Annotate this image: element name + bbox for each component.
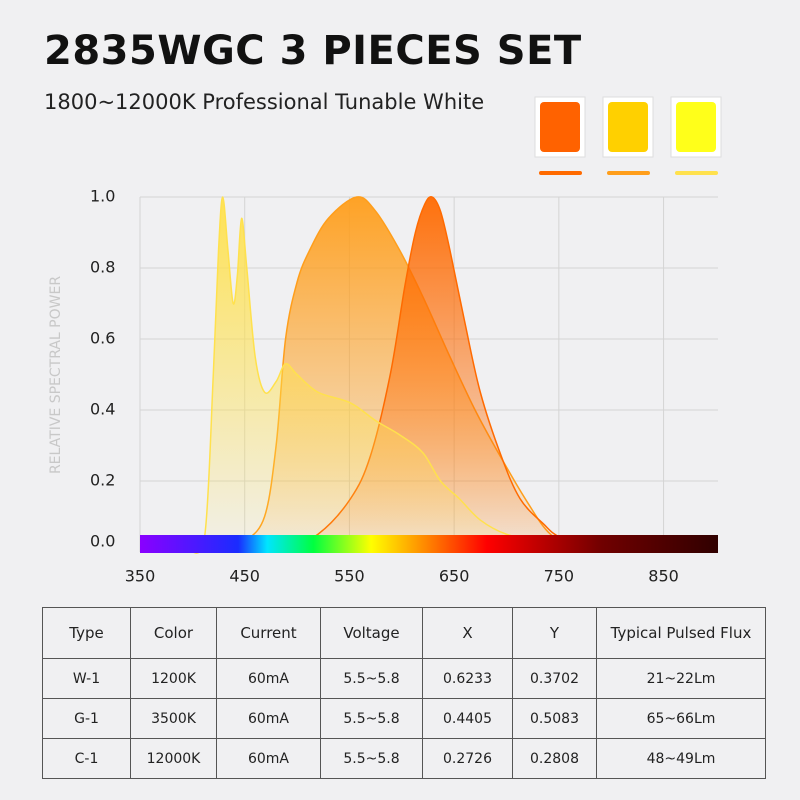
table-cell: 60mA	[216, 698, 321, 739]
table-cell: 0.3702	[512, 658, 597, 699]
y-tick-label: 0.8	[90, 258, 115, 277]
table-cell: 48~49Lm	[596, 738, 766, 779]
table-row: G-1 3500K 60mA 5.5~5.8 0.4405 0.5083 65~66Lm	[42, 698, 766, 739]
y-tick-label: 0.4	[90, 400, 115, 419]
x-tick-label: 550	[334, 567, 365, 586]
table-cell: 3500K	[130, 698, 217, 739]
table-cell: 0.6233	[422, 658, 513, 699]
x-tick-label: 450	[229, 567, 260, 586]
table-header: Current	[216, 607, 321, 659]
table-header: Typical Pulsed Flux	[596, 607, 766, 659]
table-cell: C-1	[42, 738, 131, 779]
x-tick-label: 750	[544, 567, 575, 586]
table-cell: 0.4405	[422, 698, 513, 739]
table-cell: 0.5083	[512, 698, 597, 739]
table-cell: 60mA	[216, 658, 321, 699]
chart: RELATIVE SPECTRAL POWER 0.0 0.2 0.4 0.6 0.8 1…	[48, 96, 722, 586]
table-cell: 5.5~5.8	[320, 738, 423, 779]
y-axis-label: RELATIVE SPECTRAL POWER	[48, 276, 64, 474]
table-cell: 5.5~5.8	[320, 698, 423, 739]
table-cell: W-1	[42, 658, 131, 699]
table-cell: 12000K	[130, 738, 217, 779]
y-tick-label: 0.2	[90, 471, 115, 490]
table-header: X	[422, 607, 513, 659]
table-cell: 0.2726	[422, 738, 513, 779]
chips	[534, 96, 722, 175]
table-cell: 21~22Lm	[596, 658, 766, 699]
y-tick-label: 0.6	[90, 329, 115, 348]
x-tick-label: 850	[648, 567, 679, 586]
title: 2835WGC 3 PIECES SET	[44, 28, 582, 74]
table-row: C-1 12000K 60mA 5.5~5.8 0.2726 0.2808 48~49Lm	[42, 738, 766, 779]
subtitle: 1800~12000K Professional Tunable White	[44, 90, 485, 114]
table-header: Voltage	[320, 607, 423, 659]
table-cell: 5.5~5.8	[320, 658, 423, 699]
table-cell: 1200K	[130, 658, 217, 699]
y-tick-label: 0.0	[90, 532, 115, 551]
table-cell: G-1	[42, 698, 131, 739]
x-tick-label: 350	[125, 567, 156, 586]
table-row: W-1 1200K 60mA 5.5~5.8 0.6233 0.3702 21~22Lm	[42, 658, 766, 699]
table-cell: 60mA	[216, 738, 321, 779]
x-tick-label: 650	[439, 567, 470, 586]
y-tick-label: 1.0	[90, 187, 115, 206]
table-header: Color	[130, 607, 217, 659]
table-cell: 65~66Lm	[596, 698, 766, 739]
table-header: Type	[42, 607, 131, 659]
table-cell: 0.2808	[512, 738, 597, 779]
spectrum-area	[188, 196, 591, 554]
spec-table: Type Color Current Voltage X Y Typical Pulsed …	[42, 607, 766, 779]
spectrum-bar	[140, 535, 718, 553]
table-header: Y	[512, 607, 597, 659]
